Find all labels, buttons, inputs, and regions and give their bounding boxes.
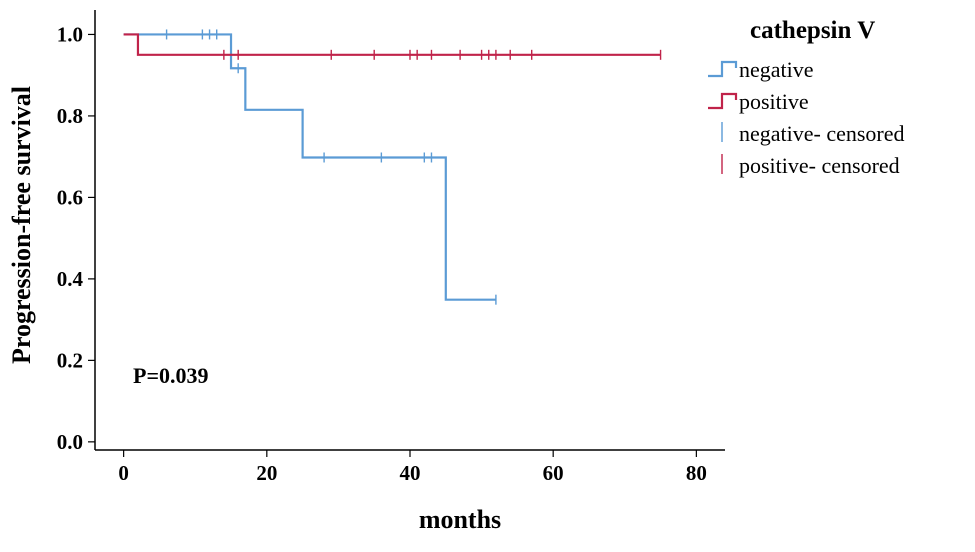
y-axis-title: Progression-free survival bbox=[7, 86, 36, 364]
y-tick-label: 0.0 bbox=[57, 430, 83, 454]
x-tick-label: 40 bbox=[400, 461, 421, 485]
x-tick-label: 60 bbox=[543, 461, 564, 485]
y-tick-label: 1.0 bbox=[57, 22, 83, 46]
series-negative-line bbox=[123, 33, 496, 301]
y-tick-label: 0.2 bbox=[57, 348, 83, 372]
legend-title: cathepsin V bbox=[750, 17, 875, 44]
legend-label: positive bbox=[739, 89, 809, 114]
legend-label: positive- censored bbox=[739, 153, 900, 178]
y-tick-label: 0.8 bbox=[57, 104, 83, 128]
x-tick-label: 80 bbox=[686, 461, 707, 485]
legend-label: negative bbox=[739, 57, 814, 82]
legend: cathepsin V negative positive negative- cen… bbox=[708, 17, 905, 178]
axes: 0 20 40 60 80 0.0 0.2 0.4 0.6 0.8 1.0 bbox=[57, 10, 725, 485]
y-tick-label: 0.4 bbox=[57, 267, 84, 291]
legend-swatch-negative bbox=[708, 60, 738, 78]
x-tick-label: 20 bbox=[256, 461, 277, 485]
x-axis-title: months bbox=[419, 505, 501, 534]
legend-label: negative- censored bbox=[739, 121, 905, 146]
series-layer bbox=[123, 29, 662, 305]
legend-swatch-positive bbox=[708, 92, 738, 110]
series-positive-line bbox=[123, 33, 661, 56]
y-tick-label: 0.6 bbox=[57, 185, 83, 209]
p-value-annotation: P=0.039 bbox=[133, 363, 208, 388]
x-tick-label: 0 bbox=[118, 461, 129, 485]
